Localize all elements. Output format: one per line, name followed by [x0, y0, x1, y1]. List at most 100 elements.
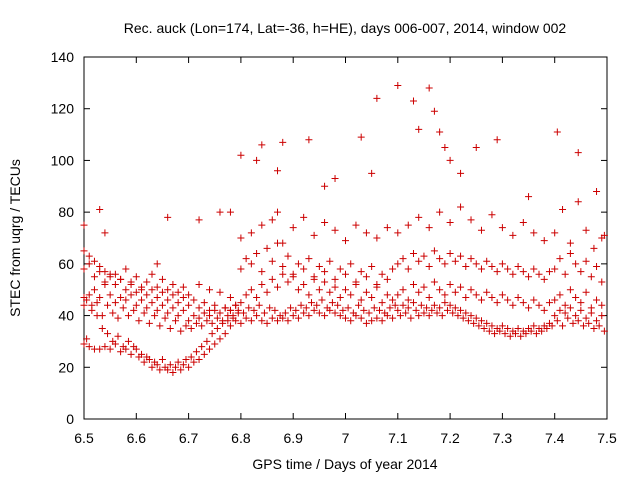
data-point: [389, 296, 397, 304]
data-point: [253, 293, 261, 301]
data-point: [122, 286, 130, 294]
data-point: [415, 257, 423, 265]
data-point: [138, 350, 146, 358]
data-point: [404, 265, 412, 273]
data-point: [287, 304, 295, 312]
data-point: [538, 327, 546, 335]
data-point: [90, 273, 98, 281]
data-point: [436, 128, 444, 136]
data-point: [192, 319, 200, 327]
data-point: [525, 304, 533, 312]
data-point: [362, 319, 370, 327]
data-point: [425, 293, 433, 301]
data-point: [315, 262, 323, 270]
data-point: [284, 252, 292, 260]
data-point: [274, 317, 282, 325]
data-point: [477, 226, 485, 234]
x-axis-label: GPS time / Days of year 2014: [252, 456, 437, 472]
data-point: [247, 229, 255, 237]
data-point: [462, 262, 470, 270]
data-point: [375, 306, 383, 314]
data-point: [253, 156, 261, 164]
data-point: [289, 270, 297, 278]
data-point: [153, 260, 161, 268]
data-point: [101, 229, 109, 237]
data-point: [315, 309, 323, 317]
data-point: [279, 239, 287, 247]
data-point: [326, 288, 334, 296]
y-tick-label: 120: [51, 101, 75, 117]
data-point: [543, 325, 551, 332]
data-point: [569, 319, 577, 327]
data-point: [156, 366, 164, 374]
data-point: [158, 288, 166, 296]
data-point: [148, 286, 156, 294]
data-point: [279, 314, 287, 322]
data-point: [504, 296, 512, 304]
data-point: [556, 291, 564, 299]
data-point: [321, 218, 329, 226]
data-point: [258, 268, 266, 276]
data-point: [519, 218, 527, 226]
data-point: [383, 275, 391, 283]
data-point: [436, 304, 444, 312]
data-point: [211, 340, 219, 348]
x-tick-label: 6.7: [179, 430, 199, 446]
data-point: [119, 304, 127, 312]
data-point: [535, 270, 543, 278]
data-point: [216, 208, 224, 216]
data-point: [514, 262, 522, 270]
data-point: [357, 133, 365, 141]
data-point: [365, 309, 373, 317]
data-point: [467, 312, 475, 320]
data-point: [279, 262, 287, 270]
data-point: [106, 345, 114, 353]
data-point: [250, 306, 258, 314]
data-point: [519, 268, 527, 276]
data-point: [232, 301, 240, 309]
data-point: [153, 361, 161, 369]
data-point: [292, 306, 300, 314]
data-point: [491, 330, 499, 338]
data-point: [206, 306, 214, 314]
data-point: [462, 293, 470, 301]
data-point: [294, 286, 302, 294]
data-point: [153, 293, 161, 301]
data-point: [566, 239, 574, 247]
data-point: [409, 281, 417, 289]
x-tick-label: 6.9: [283, 430, 303, 446]
data-point: [587, 304, 595, 312]
data-point: [182, 322, 190, 330]
data-point: [425, 224, 433, 232]
data-point: [300, 281, 308, 289]
data-point: [551, 296, 559, 304]
data-point: [525, 273, 533, 281]
data-point: [352, 312, 360, 320]
data-point: [300, 265, 308, 273]
data-point: [237, 319, 245, 327]
data-point: [284, 317, 292, 325]
data-point: [310, 231, 318, 239]
data-point: [425, 262, 433, 270]
data-point: [96, 206, 104, 214]
data-point: [258, 141, 266, 149]
data-point: [389, 314, 397, 322]
data-point: [213, 325, 221, 332]
data-point: [394, 306, 402, 314]
data-point: [169, 368, 177, 376]
data-point: [417, 301, 425, 309]
data-point: [470, 319, 478, 327]
data-point: [574, 198, 582, 206]
data-point: [373, 94, 381, 102]
data-point: [274, 208, 282, 216]
data-point: [124, 312, 132, 320]
data-point: [242, 255, 250, 263]
data-point: [216, 309, 224, 317]
data-point: [530, 322, 538, 330]
data-point: [511, 330, 519, 338]
data-point: [566, 250, 574, 258]
data-point: [195, 281, 203, 289]
data-point: [185, 317, 193, 325]
data-point: [467, 216, 475, 224]
data-point: [331, 309, 339, 317]
